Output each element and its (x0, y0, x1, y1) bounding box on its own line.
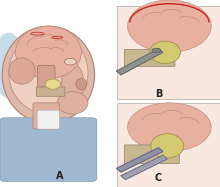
Polygon shape (117, 148, 163, 172)
Ellipse shape (9, 32, 88, 114)
FancyBboxPatch shape (37, 110, 59, 129)
Text: A: A (56, 171, 63, 181)
Ellipse shape (9, 58, 35, 84)
Ellipse shape (128, 103, 211, 151)
Ellipse shape (151, 134, 184, 158)
Ellipse shape (76, 79, 87, 90)
Ellipse shape (150, 41, 180, 64)
Ellipse shape (15, 26, 81, 79)
Ellipse shape (2, 26, 95, 123)
Ellipse shape (57, 92, 88, 114)
Ellipse shape (62, 64, 84, 101)
Ellipse shape (0, 33, 25, 98)
Polygon shape (121, 155, 167, 180)
Text: C: C (155, 173, 162, 183)
FancyBboxPatch shape (0, 118, 97, 181)
FancyBboxPatch shape (124, 50, 175, 66)
Text: B: B (155, 89, 162, 99)
FancyBboxPatch shape (124, 145, 179, 164)
FancyBboxPatch shape (36, 87, 65, 96)
FancyBboxPatch shape (33, 103, 59, 129)
Ellipse shape (128, 0, 211, 52)
FancyBboxPatch shape (37, 65, 55, 95)
Ellipse shape (152, 48, 161, 53)
FancyBboxPatch shape (117, 103, 220, 187)
Polygon shape (117, 49, 163, 75)
Ellipse shape (64, 58, 77, 65)
FancyBboxPatch shape (117, 6, 220, 99)
Ellipse shape (45, 79, 60, 89)
